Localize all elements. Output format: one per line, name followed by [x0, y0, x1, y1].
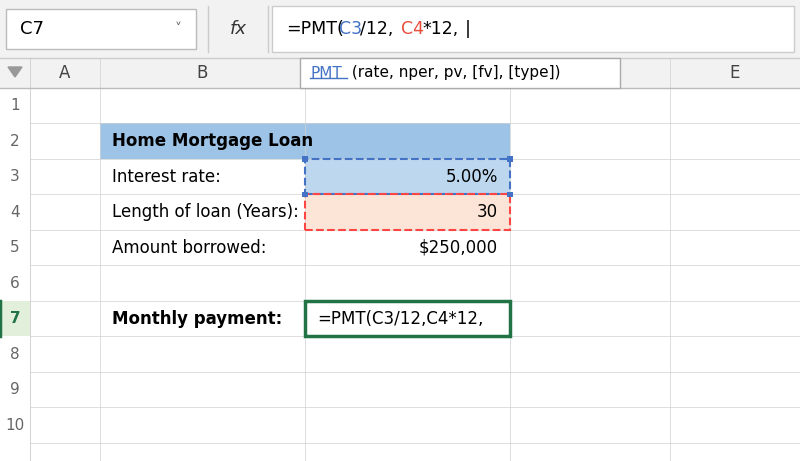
Bar — [302, 156, 308, 162]
Bar — [272, 6, 794, 52]
Bar — [305, 159, 510, 195]
Text: =PMT(: =PMT( — [286, 20, 344, 38]
Text: A: A — [59, 64, 70, 82]
Text: Monthly payment:: Monthly payment: — [112, 310, 282, 328]
Bar — [100, 124, 510, 159]
Text: 4: 4 — [10, 205, 20, 220]
Bar — [300, 58, 620, 88]
Text: 5.00%: 5.00% — [446, 168, 498, 186]
Text: C4: C4 — [402, 20, 425, 38]
Bar — [305, 159, 510, 195]
Text: 1: 1 — [10, 98, 20, 113]
Text: 10: 10 — [6, 418, 25, 433]
Bar — [507, 192, 513, 197]
Text: C3: C3 — [338, 20, 362, 38]
Text: *12,: *12, — [422, 20, 458, 38]
Text: |: | — [465, 20, 470, 38]
Bar — [302, 192, 308, 197]
Text: Length of loan (Years):: Length of loan (Years): — [112, 203, 299, 221]
Text: C: C — [402, 64, 414, 82]
Text: Amount borrowed:: Amount borrowed: — [112, 239, 266, 257]
Text: C7: C7 — [20, 20, 44, 38]
Text: /12,: /12, — [359, 20, 393, 38]
Bar — [0, 58, 800, 88]
Bar — [6, 9, 196, 49]
Text: 3: 3 — [10, 169, 20, 184]
Text: 30: 30 — [477, 203, 498, 221]
Text: 6: 6 — [10, 276, 20, 291]
Text: =PMT(C3/12,C4*12,: =PMT(C3/12,C4*12, — [317, 310, 483, 328]
Polygon shape — [8, 67, 22, 77]
Text: B: B — [197, 64, 208, 82]
Text: Home Mortgage Loan: Home Mortgage Loan — [112, 132, 313, 150]
Text: PMT: PMT — [310, 65, 342, 81]
Bar — [507, 156, 513, 162]
Text: 2: 2 — [10, 134, 20, 149]
Bar — [305, 301, 510, 337]
Bar — [0, 58, 800, 461]
Text: D: D — [583, 64, 597, 82]
Bar — [0, 301, 30, 337]
Bar — [305, 195, 510, 230]
Text: 7: 7 — [10, 311, 20, 326]
Bar — [305, 58, 510, 63]
Text: 5: 5 — [10, 240, 20, 255]
Bar — [305, 58, 510, 88]
Bar — [305, 195, 510, 230]
Text: (rate, nper, pv, [fv], [type]): (rate, nper, pv, [fv], [type]) — [347, 65, 561, 81]
Text: Interest rate:: Interest rate: — [112, 168, 221, 186]
Text: fx: fx — [230, 20, 246, 38]
Text: ˅: ˅ — [174, 22, 182, 36]
Text: E: E — [730, 64, 740, 82]
Text: 8: 8 — [10, 347, 20, 362]
Bar — [0, 0, 800, 58]
Text: 9: 9 — [10, 382, 20, 397]
Text: $250,000: $250,000 — [419, 239, 498, 257]
